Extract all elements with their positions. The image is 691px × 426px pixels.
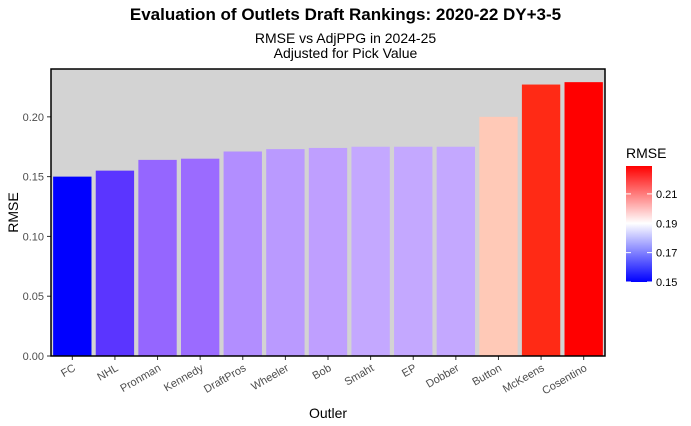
x-tick-label-button: Button (470, 362, 504, 388)
y-tick-label: 0.10 (23, 231, 44, 243)
y-tick-label: 0.15 (23, 172, 44, 184)
chart-subtitle-line-1: RMSE vs AdjPPG in 2024-25 (254, 30, 437, 46)
bar-bob (308, 147, 348, 356)
chart-subtitle-line-2: Adjusted for Pick Value (273, 45, 418, 61)
bar-mckeens (521, 84, 561, 356)
legend-colorbar (626, 166, 652, 282)
legend-tick-label: 0.19 (656, 218, 677, 230)
legend: RMSE 0.21 0.19 0.17 0.15 (626, 145, 677, 289)
plot-border (50, 68, 606, 357)
bar-nhl (95, 170, 135, 356)
x-tick-label-fc: FC (59, 362, 78, 380)
bar-dobber (436, 146, 476, 356)
x-tick-label-wheeler: Wheeler (249, 362, 291, 393)
legend-tick-label: 0.17 (656, 248, 677, 260)
x-tick-label-cosentino: Cosentino (540, 362, 589, 397)
bars-group (53, 82, 603, 356)
chart-title: Evaluation of Outlets Draft Rankings: 20… (129, 5, 562, 24)
y-tick-label: 0.20 (23, 112, 44, 124)
x-tick-label-dobber: Dobber (424, 362, 462, 391)
y-tick-label: 0.05 (23, 291, 44, 303)
y-tick-label: 0.00 (23, 351, 44, 363)
x-tick-label-smaht: Smaht (343, 362, 377, 388)
legend-title: RMSE (626, 145, 666, 161)
x-tick-label-bob: Bob (311, 362, 334, 382)
x-tick-label-kennedy: Kennedy (162, 362, 206, 394)
x-axis-title: Outler (309, 405, 347, 421)
bar-smaht (351, 146, 390, 356)
y-axis: 0.00 0.05 0.10 0.15 0.20 (23, 112, 51, 363)
x-tick-label-ep: EP (400, 362, 419, 380)
x-tick-label-mckeens: McKeens (501, 362, 547, 396)
x-tick-label-nhl: NHL (95, 362, 120, 383)
bar-wheeler (266, 149, 305, 356)
bar-kennedy (180, 158, 220, 356)
legend-tick-label: 0.15 (656, 277, 677, 289)
bar-fc (53, 176, 92, 356)
y-axis-title: RMSE (5, 192, 21, 232)
x-tick-label-draftpros: DraftPros (202, 362, 249, 396)
x-tick-label-pronman: Pronman (118, 362, 163, 395)
bar-button (479, 116, 518, 356)
bar-ep (394, 146, 433, 356)
bar-pronman (138, 159, 177, 356)
legend-ticks: 0.21 0.19 0.17 0.15 (626, 189, 677, 289)
legend-tick-label: 0.21 (656, 189, 677, 201)
bar-cosentino (564, 82, 603, 356)
bar-draftpros (223, 151, 262, 356)
